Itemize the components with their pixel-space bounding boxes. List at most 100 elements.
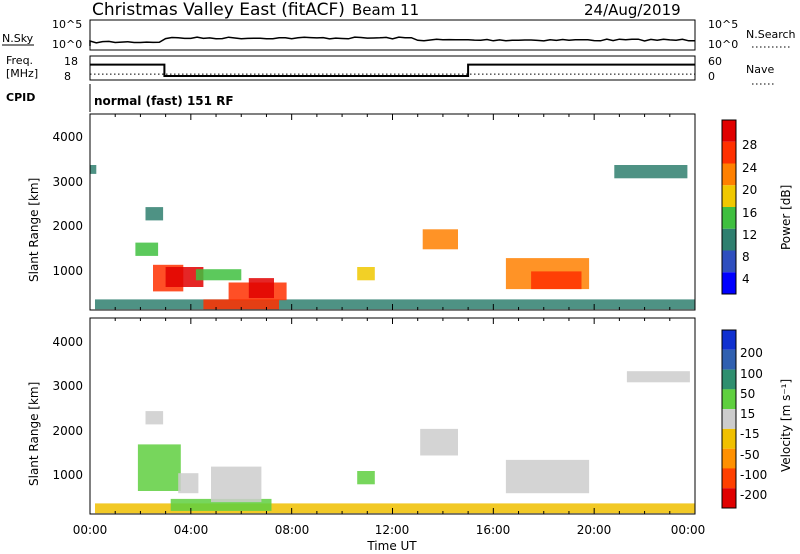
nsearch-label: N.Search bbox=[746, 28, 796, 41]
nsky-panel: N.Sky 10^5 10^0 10^5 10^0 N.Search bbox=[2, 18, 796, 51]
power-ytick-1000: 1000 bbox=[52, 264, 83, 278]
cpid-label: CPID bbox=[6, 91, 35, 104]
beam-label: Beam 11 bbox=[352, 1, 419, 19]
velocity-cbar-tick-100: 100 bbox=[740, 367, 763, 381]
heatmap-cell bbox=[422, 229, 458, 250]
colorbar-segment bbox=[722, 488, 736, 508]
velocity-ytick-4000: 4000 bbox=[52, 335, 83, 349]
time-tick-1200: 12:00 bbox=[375, 523, 410, 537]
date-label: 24/Aug/2019 bbox=[584, 1, 681, 19]
heatmap-cell bbox=[90, 165, 97, 174]
power-ytick-2000: 2000 bbox=[52, 219, 83, 233]
heatmap-cell bbox=[420, 428, 458, 456]
colorbar-segment bbox=[722, 120, 736, 142]
freq-frame bbox=[89, 55, 696, 81]
heatmap-cell bbox=[614, 165, 688, 179]
nsky-tick-top: 10^5 bbox=[52, 18, 82, 31]
velocity-cbar-tick-minus200: -200 bbox=[740, 488, 767, 502]
power-ytick-4000: 4000 bbox=[52, 130, 83, 144]
heatmap-cell bbox=[145, 207, 164, 221]
power-colorbar-ticks: 28 24 20 16 12 8 4 bbox=[742, 138, 757, 286]
velocity-y-ticks: 4000 3000 2000 1000 bbox=[52, 335, 83, 482]
power-cbar-tick-28: 28 bbox=[742, 138, 757, 152]
colorbar-frame bbox=[721, 329, 737, 509]
power-colorbar bbox=[721, 119, 737, 295]
power-cbar-tick-4: 4 bbox=[742, 272, 750, 286]
nave-tick-top: 60 bbox=[708, 55, 722, 68]
colorbar-segment bbox=[722, 207, 736, 229]
velocity-cbar-tick-15: 15 bbox=[740, 407, 755, 421]
velocity-ytick-3000: 3000 bbox=[52, 379, 83, 393]
velocity-colorbar bbox=[721, 329, 737, 509]
power-cbar-tick-20: 20 bbox=[742, 183, 757, 197]
colorbar-segment bbox=[722, 448, 736, 469]
power-cbar-tick-24: 24 bbox=[742, 161, 757, 175]
velocity-cbar-tick-200: 200 bbox=[740, 346, 763, 360]
colorbar-segment bbox=[722, 349, 736, 370]
colorbar-segment bbox=[722, 369, 736, 390]
nsearch-tick-top: 10^5 bbox=[708, 18, 738, 31]
power-cbar-tick-12: 12 bbox=[742, 228, 757, 242]
heatmap-cell bbox=[165, 267, 204, 287]
heatmap-cell bbox=[137, 444, 181, 491]
freq-label: Freq. bbox=[6, 54, 33, 67]
heatmap-cell bbox=[357, 471, 375, 485]
nsky-frame bbox=[89, 19, 696, 51]
colorbar-segment bbox=[722, 141, 736, 164]
freq-trace bbox=[90, 63, 695, 77]
heatmap-cell bbox=[95, 299, 695, 310]
tick-marks bbox=[89, 114, 696, 514]
colorbar-segment bbox=[722, 272, 736, 295]
velocity-ytick-2000: 2000 bbox=[52, 424, 83, 438]
velocity-panel: 4000 3000 2000 1000 Slant Range [km] 200… bbox=[27, 317, 793, 515]
power-ylabel: Slant Range [km] bbox=[27, 178, 41, 282]
figure-title: Christmas Valley East (fitACF) bbox=[92, 0, 345, 20]
colorbar-segment bbox=[722, 428, 736, 449]
nsky-tick-bottom: 10^0 bbox=[52, 38, 82, 51]
time-tick-0800: 08:00 bbox=[275, 523, 310, 537]
velocity-colorbar-label: Velocity [m s⁻¹] bbox=[779, 379, 793, 472]
nave-label: Nave bbox=[746, 63, 774, 76]
time-tick-0000: 00:00 bbox=[73, 523, 108, 537]
velocity-cbar-tick-minus100: -100 bbox=[740, 468, 767, 482]
velocity-ytick-1000: 1000 bbox=[52, 468, 83, 482]
colorbar-frame bbox=[721, 119, 737, 295]
cpid-text: normal (fast) 151 RF bbox=[94, 94, 234, 108]
colorbar-segment bbox=[722, 163, 736, 186]
colorbar-segment bbox=[722, 228, 736, 251]
heatmap-cell bbox=[203, 299, 279, 310]
heatmap-cell bbox=[505, 459, 590, 494]
power-heatmap bbox=[90, 165, 695, 310]
power-colorbar-label: Power [dB] bbox=[779, 185, 793, 250]
colorbar-segment bbox=[722, 185, 736, 208]
nsky-label: N.Sky bbox=[2, 32, 34, 45]
power-cbar-tick-16: 16 bbox=[742, 206, 757, 220]
nsky-line bbox=[89, 36, 695, 46]
heatmap-cell bbox=[626, 371, 690, 383]
freq-tick-top: 18 bbox=[64, 55, 78, 68]
velocity-heatmap bbox=[95, 371, 695, 514]
heatmap-cell bbox=[145, 411, 164, 425]
time-tick-2400: 00:00 bbox=[671, 523, 706, 537]
power-ytick-3000: 3000 bbox=[52, 175, 83, 189]
heatmap-cell bbox=[248, 278, 274, 299]
nsearch-tick-bottom: 10^0 bbox=[708, 38, 738, 51]
velocity-colorbar-ticks: 200 100 50 15 -15 -50 -100 -200 bbox=[740, 346, 767, 502]
time-axis-label: Time UT bbox=[366, 539, 417, 553]
heatmap-cell bbox=[357, 267, 375, 281]
heatmap-cell bbox=[178, 473, 199, 494]
colorbar-segment bbox=[722, 389, 736, 410]
power-cbar-tick-8: 8 bbox=[742, 250, 750, 264]
velocity-cbar-tick-minus15: -15 bbox=[740, 427, 760, 441]
freq-tick-bottom: 8 bbox=[64, 70, 71, 83]
heatmap-cell bbox=[95, 503, 695, 514]
power-panel: 4000 3000 2000 1000 Slant Range [km] 28 … bbox=[27, 113, 793, 311]
heatmap-cell bbox=[135, 242, 159, 256]
time-axis: 00:00 04:00 08:00 12:00 16:00 20:00 00:0… bbox=[73, 523, 706, 553]
freq-panel: Freq. [MHz] 18 8 60 0 Nave bbox=[6, 54, 776, 85]
velocity-cbar-tick-50: 50 bbox=[740, 387, 755, 401]
colorbar-segment bbox=[722, 250, 736, 273]
velocity-cbar-tick-minus50: -50 bbox=[740, 448, 760, 462]
time-tick-0400: 04:00 bbox=[174, 523, 209, 537]
